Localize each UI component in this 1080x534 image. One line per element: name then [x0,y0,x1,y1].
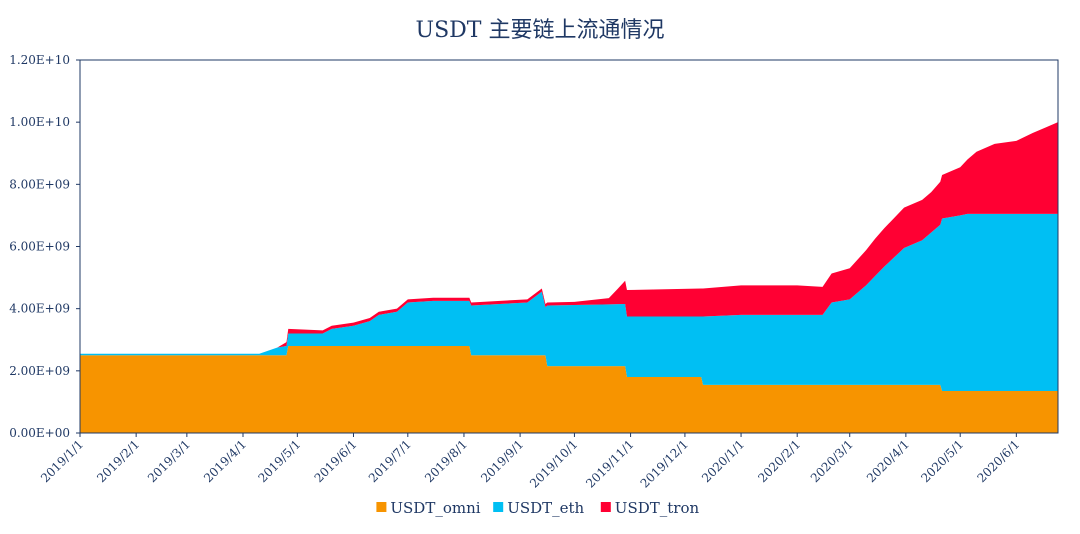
legend-label: USDT_eth [507,499,584,517]
y-tick-label: 6.00E+09 [9,240,70,254]
legend-swatch-usdt-eth [493,502,504,512]
y-tick-label: 8.00E+09 [9,177,70,191]
y-axis: 0.00E+00 2.00E+09 4.00E+09 6.00E+09 8.00E+09… [9,53,80,440]
x-tick-label: 2019/4/1 [201,437,249,485]
area-usdt-omni [80,345,1058,433]
x-tick-label: 2020/3/1 [808,437,856,485]
legend-swatch-usdt-tron [600,502,611,512]
x-tick-label: 2019/8/1 [422,437,470,485]
y-tick-label: 0.00E+00 [9,426,70,440]
legend-label: USDT_omni [390,499,480,517]
y-tick-label: 2.00E+09 [9,364,70,378]
area-usdt-tron [80,122,1058,354]
area-series-group [80,122,1058,433]
x-tick-label: 2020/5/1 [918,437,966,485]
y-tick-label: 4.00E+09 [9,302,70,316]
x-tick-label: 2019/10/1 [527,437,580,490]
x-tick-label: 2020/4/1 [864,437,912,485]
x-tick-label: 2019/11/1 [583,437,636,490]
y-tick-label: 1.20E+10 [9,53,70,67]
x-tick-label: 2020/1/1 [699,437,747,485]
legend-swatch-usdt-omni [376,502,387,512]
chart-title: USDT 主要链上流通情况 [416,18,665,43]
x-tick-label: 2019/2/1 [94,437,142,485]
x-tick-label: 2019/3/1 [145,437,193,485]
x-tick-label: 2019/1/1 [38,437,86,485]
x-tick-label: 2019/6/1 [312,437,360,485]
area-usdt-eth [80,213,1058,392]
x-tick-label: 2019/12/1 [638,437,691,490]
x-tick-label: 2020/6/1 [974,437,1022,485]
x-tick-label: 2019/5/1 [255,437,303,485]
legend: USDT_omni USDT_eth USDT_tron [376,499,699,517]
x-tick-label: 2019/9/1 [478,437,526,485]
x-tick-label: 2020/2/1 [755,437,803,485]
x-axis: 2019/1/1 2019/2/1 2019/3/1 2019/4/1 2019/5/1… [38,433,1022,491]
x-tick-label: 2019/7/1 [366,437,414,485]
y-tick-label: 1.00E+10 [9,115,70,129]
legend-label: USDT_tron [615,499,700,517]
